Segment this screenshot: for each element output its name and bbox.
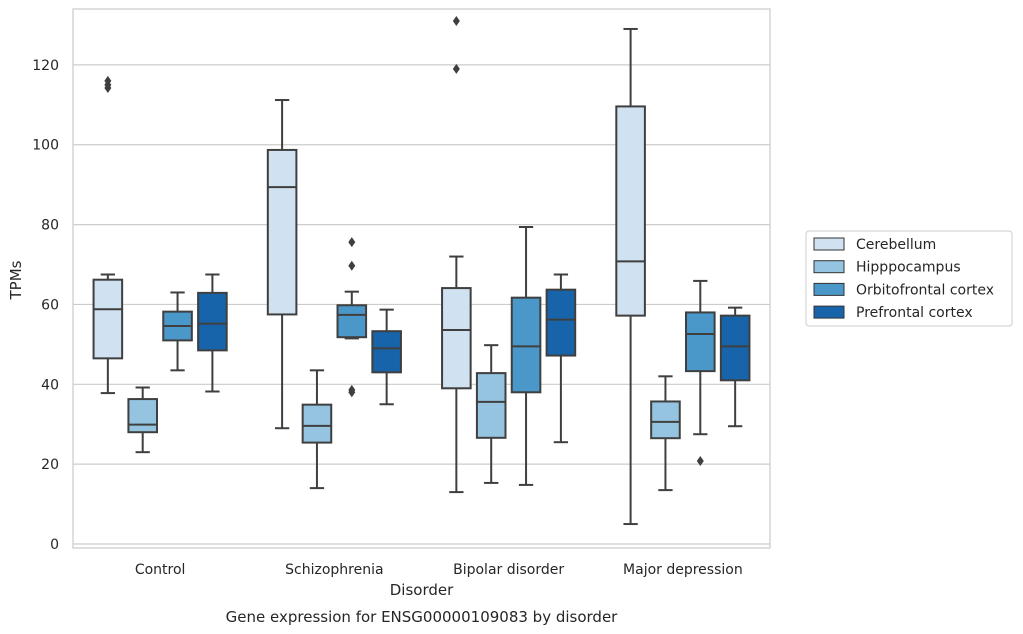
box-group [719,306,751,428]
box-group [162,291,193,372]
box-iqr [545,288,577,357]
y-tick-label: 120 [32,58,59,74]
boxes [92,15,751,526]
x-tick-labels: Control Schizophrenia Bipolar disorder Majo… [135,562,743,578]
box-iqr [510,296,542,394]
x-tick-label: Control [135,562,186,578]
legend-swatch [813,260,845,274]
box-iqr [127,398,158,434]
box-iqr [475,372,507,439]
outlier-point [452,63,460,74]
outlier-point [348,237,356,248]
box-group [510,225,542,486]
x-tick-label: Schizophrenia [285,562,383,578]
box-iqr [197,291,228,352]
y-tick-label: 0 [50,537,59,553]
gridlines [73,64,770,545]
box-iqr [719,314,751,382]
y-tick-label: 20 [41,457,59,473]
outlier-point [348,384,356,395]
box-iqr [615,105,646,317]
y-tick-label: 100 [32,138,59,154]
y-axis-label: TPMs [7,260,25,300]
outlier-point [348,260,356,271]
box-group [301,369,333,490]
x-tick-label: Bipolar disorder [453,562,564,578]
box-group [685,279,716,466]
outlier-point [104,75,112,86]
box-iqr [650,400,681,440]
x-axis-label: Disorder [390,581,454,599]
plot-frame [72,8,771,549]
y-tick-label: 80 [41,218,59,234]
box-iqr [441,287,472,390]
box-iqr [685,311,716,373]
legend-swatch [813,282,845,296]
y-tick-label: 60 [41,297,59,313]
box-iqr [301,403,333,444]
box-group [127,386,158,454]
box-group [197,273,228,393]
legend-label: Cerebellum [856,237,936,253]
box-group [475,344,507,484]
box-group [371,308,402,406]
x-tick-label: Major depression [623,562,743,578]
outlier-point [696,455,704,466]
box-group [336,237,368,398]
box-iqr [266,148,298,316]
legend-swatch [813,305,845,319]
box-iqr [336,304,368,339]
legend-label: Orbitofrontal cortex [856,282,994,298]
legend-swatch [813,237,845,251]
legend: Cerebellum Hipppocampus Orbitofrontal cort… [805,230,1013,327]
box-group [615,27,646,526]
box-group [441,15,472,494]
y-tick-label: 40 [41,377,59,393]
y-tick-labels: 0 20 40 60 80 100 120 [32,58,59,553]
box-group [92,75,124,395]
box-group [545,273,577,444]
box-iqr [371,330,402,374]
legend-frame [805,230,1013,327]
box-iqr [92,278,124,360]
outlier-point [452,15,460,26]
box-group [650,375,681,492]
chart-caption: Gene expression for ENSG00000109083 by d… [226,608,619,626]
legend-label: Prefrontal cortex [856,305,973,321]
box-group [266,99,298,430]
legend-label: Hipppocampus [856,260,961,276]
